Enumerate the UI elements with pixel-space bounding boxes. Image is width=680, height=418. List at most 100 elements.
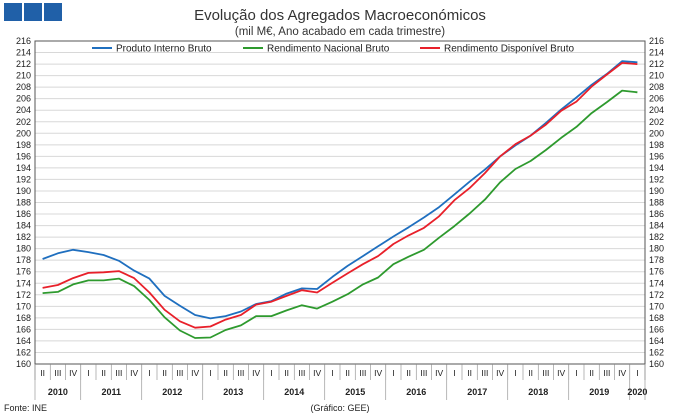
y-tick-label-left: 214: [16, 48, 31, 58]
y-tick-label-left: 192: [16, 174, 31, 184]
y-tick-label-right: 202: [649, 117, 664, 127]
x-quarter-label: III: [54, 368, 61, 378]
x-quarter-label: III: [237, 368, 244, 378]
x-quarter-label: I: [636, 368, 638, 378]
x-quarter-label: I: [392, 368, 394, 378]
y-tick-label-right: 180: [649, 244, 664, 254]
x-quarter-label: II: [345, 368, 350, 378]
y-tick-label-left: 206: [16, 94, 31, 104]
y-tick-label-left: 204: [16, 105, 31, 115]
x-quarter-label: IV: [130, 368, 138, 378]
x-year-label: 2013: [223, 387, 243, 397]
series-line: [42, 60, 638, 320]
y-tick-label-right: 186: [649, 209, 664, 219]
x-quarter-label: IV: [435, 368, 443, 378]
y-tick-label-left: 160: [16, 359, 31, 369]
y-tick-label-right: 210: [649, 71, 664, 81]
x-quarter-label: I: [87, 368, 89, 378]
y-tick-label-left: 200: [16, 128, 31, 138]
logo: [4, 3, 62, 21]
y-tick-label-right: 214: [649, 48, 664, 58]
y-tick-label-left: 178: [16, 255, 31, 265]
x-quarter-label: II: [467, 368, 472, 378]
legend-label: Rendimento Disponível Bruto: [444, 44, 575, 55]
y-tick-label-right: 204: [649, 105, 664, 115]
x-quarter-label: I: [575, 368, 577, 378]
x-year-label: 2016: [406, 387, 426, 397]
x-quarter-label: II: [284, 368, 289, 378]
chart-title: Evolução dos Agregados Macroeconómicos: [194, 7, 486, 24]
x-year-label: 2010: [48, 387, 68, 397]
y-tick-label-left: 186: [16, 209, 31, 219]
y-tick-label-right: 200: [649, 128, 664, 138]
y-tick-label-left: 182: [16, 232, 31, 242]
x-quarter-label: II: [223, 368, 228, 378]
legend-label: Rendimento Nacional Bruto: [267, 44, 390, 55]
x-year-label: 2014: [284, 387, 304, 397]
x-quarter-label: IV: [191, 368, 199, 378]
x-quarter-label: I: [453, 368, 455, 378]
y-tick-label-left: 196: [16, 151, 31, 161]
y-tick-label-left: 190: [16, 186, 31, 196]
y-tick-label-right: 208: [649, 82, 664, 92]
y-tick-label-right: 178: [649, 255, 664, 265]
y-tick-label-right: 194: [649, 163, 664, 173]
y-tick-label-left: 202: [16, 117, 31, 127]
y-tick-label-left: 198: [16, 140, 31, 150]
x-quarter-label: IV: [557, 368, 565, 378]
y-tick-label-left: 210: [16, 71, 31, 81]
x-quarter-label: III: [359, 368, 366, 378]
y-tick-label-right: 192: [649, 174, 664, 184]
x-quarter-label: III: [298, 368, 305, 378]
x-quarter-label: IV: [252, 368, 260, 378]
series-line: [42, 62, 638, 329]
y-tick-label-left: 180: [16, 244, 31, 254]
y-tick-label-left: 176: [16, 267, 31, 277]
y-tick-label-right: 190: [649, 186, 664, 196]
chart-subtitle: (mil M€, Ano acabado em cada trimestre): [234, 26, 446, 38]
y-tick-label-left: 184: [16, 221, 31, 231]
x-quarter-label: III: [542, 368, 549, 378]
x-quarter-label: I: [514, 368, 516, 378]
x-quarter-label: I: [270, 368, 272, 378]
y-tick-label-right: 174: [649, 278, 664, 288]
y-tick-label-right: 212: [649, 59, 664, 69]
x-quarter-label: III: [176, 368, 183, 378]
y-tick-label-right: 176: [649, 267, 664, 277]
x-quarter-label: II: [101, 368, 106, 378]
x-quarter-label: IV: [496, 368, 504, 378]
y-tick-label-right: 172: [649, 290, 664, 300]
x-year-label: 2020: [627, 387, 647, 397]
x-quarter-label: III: [420, 368, 427, 378]
credit-note: (Gráfico: GEE): [310, 403, 370, 413]
y-tick-label-right: 162: [649, 347, 664, 357]
y-tick-label-right: 170: [649, 301, 664, 311]
x-quarter-label: III: [481, 368, 488, 378]
source-note: Fonte: INE: [4, 403, 48, 413]
y-tick-label-right: 168: [649, 313, 664, 323]
y-tick-label-right: 198: [649, 140, 664, 150]
y-tick-label-right: 196: [649, 151, 664, 161]
y-tick-label-left: 170: [16, 301, 31, 311]
x-year-label: 2018: [528, 387, 548, 397]
x-quarter-label: I: [209, 368, 211, 378]
x-year-label: 2012: [162, 387, 182, 397]
x-quarter-label: I: [331, 368, 333, 378]
y-tick-label-right: 184: [649, 221, 664, 231]
x-quarter-label: II: [162, 368, 167, 378]
x-quarter-label: II: [40, 368, 45, 378]
y-tick-label-left: 164: [16, 336, 31, 346]
x-quarter-label: IV: [313, 368, 321, 378]
y-tick-label-left: 188: [16, 198, 31, 208]
y-tick-label-right: 188: [649, 198, 664, 208]
x-quarter-label: III: [115, 368, 122, 378]
x-year-label: 2019: [589, 387, 609, 397]
x-quarter-label: IV: [69, 368, 77, 378]
logo-square: [4, 3, 22, 21]
x-quarter-label: II: [589, 368, 594, 378]
y-tick-label-right: 216: [649, 36, 664, 46]
logo-square: [44, 3, 62, 21]
x-quarter-label: IV: [618, 368, 626, 378]
y-tick-label-left: 212: [16, 59, 31, 69]
